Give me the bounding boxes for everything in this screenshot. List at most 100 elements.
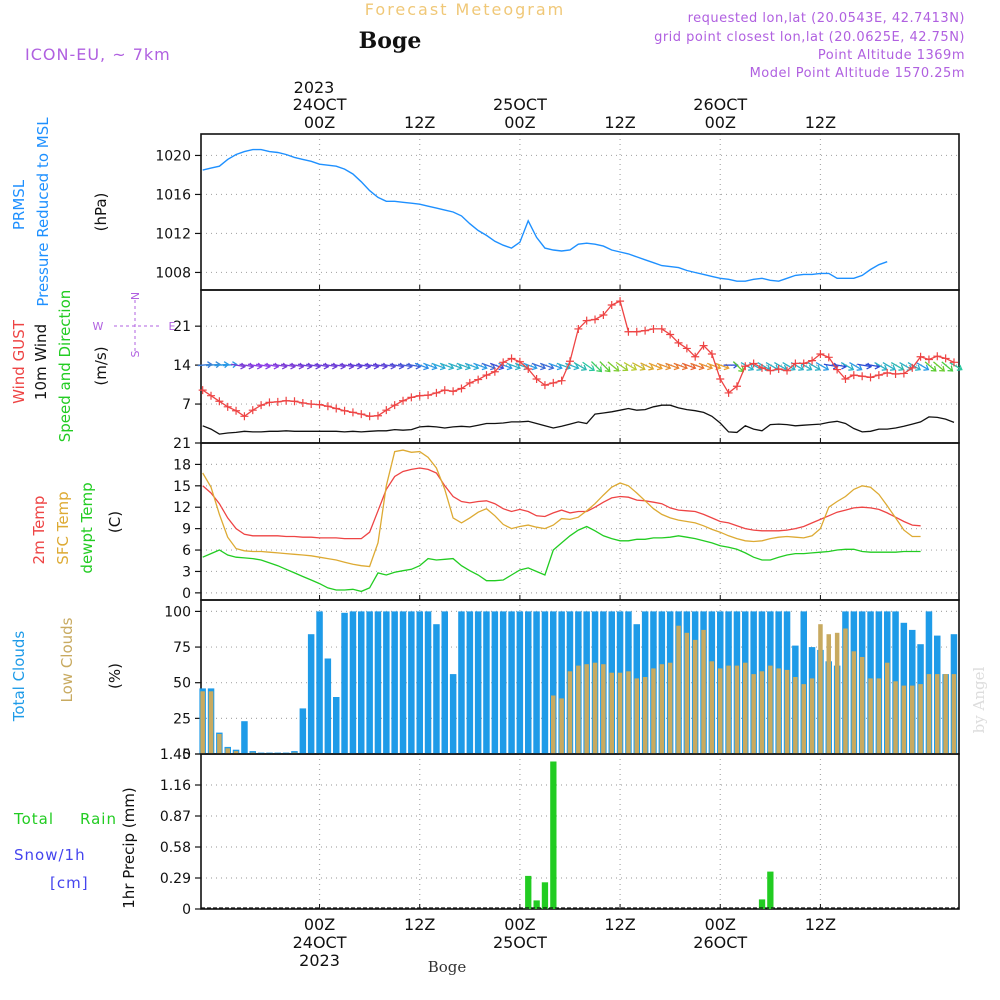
gust-marker [432,388,441,397]
gust-marker [816,349,825,358]
top-time-label: 12Z [604,113,635,132]
wind-arrow-shaft [456,362,471,369]
wind-arrow-head [596,366,603,373]
requested-coords: requested lon,lat (20.0543E, 42.7413N) [688,11,965,26]
low-cloud-bar [217,734,222,754]
y-tick-label: 12 [173,500,191,516]
wind-arrow-shaft [347,363,362,368]
wind-arrow-shaft [698,362,713,369]
low-cloud-bar [200,691,205,754]
wind-arrow-shaft [648,362,663,370]
wind-arrow [840,362,855,371]
gust-marker [707,349,716,358]
low-cloud-bar [918,684,923,754]
gust-marker [340,406,349,415]
gust-marker [382,406,391,415]
gust-marker [507,354,516,363]
total-cloud-bar [424,611,432,754]
low-cloud-bar [751,674,756,754]
total-cloud-bar [525,611,532,754]
wind-arrow-head [540,363,547,371]
wind-arrow-shaft [256,363,271,368]
low-cloud-bar [734,665,740,754]
gust-marker [365,412,374,421]
total-cloud-bar [316,611,323,754]
y-tick-label: 0.87 [160,809,191,825]
wind-arrow [573,362,588,371]
wind-arrow-shaft [214,363,229,367]
clouds-unit: (%) [106,663,124,689]
gust-marker [874,371,883,380]
wind-arrow [915,362,930,371]
wind-arrow [464,362,480,371]
gust-marker [273,397,282,406]
wind-arrow-shaft [548,362,562,369]
wind-arrow-head [956,364,963,371]
total-cloud-bar [449,674,457,754]
wind-arrow-shaft [615,361,628,371]
wind-arrow-shaft [690,362,704,369]
dewpt-line [202,525,921,593]
low-cloud-bar [759,671,765,754]
total-label: Total [13,810,54,828]
wind-arrow-shaft [448,362,462,369]
wind-arrow-head [456,363,463,371]
wind-arrow [681,362,697,371]
location-title: Boge [359,28,422,54]
wind-arrow-shaft [933,361,945,372]
gust-marker [407,393,416,402]
wind-arrow [648,362,663,371]
wind-arrow-head [656,363,663,371]
wind-arrow-shaft [473,362,487,369]
total-cloud-bar [491,611,499,754]
wind-arrow [414,362,430,371]
y-tick-label: 50 [173,676,191,692]
wind-arrow-head [930,365,937,372]
wind-arrow-shaft [849,362,862,371]
wind-arrow-head [581,364,588,371]
y-tick-label: 21 [173,436,191,452]
wind-arrow-shaft [406,363,421,368]
gust-marker [282,396,291,405]
low-cloud-bar [776,668,781,754]
wind-arrow-shaft [506,362,521,369]
gust-marker [724,388,733,397]
gust-marker [482,371,491,380]
gust-marker [457,384,466,393]
wind-arrow [849,362,863,371]
wind-arrow-shaft [423,362,437,369]
top-time-label: 26OCT [693,95,747,114]
point-altitude: Point Altitude 1369m [818,48,965,63]
gust-marker [532,375,541,384]
gust-marker [240,412,249,421]
wind-arrow-shaft [314,363,329,368]
wind-arrow-head [748,364,755,371]
wind-arrow-head [506,363,513,371]
gust-marker [866,373,875,382]
wind-arrow-shaft [272,363,287,368]
y-tick-label: 1016 [155,187,191,203]
total-cloud-bar [366,611,373,754]
clouds-ylabel: Total Clouds Low Clouds (%) [10,617,124,722]
gust-marker [298,398,307,407]
wind-arrow-head [690,363,697,371]
low-cloud-bar [592,662,598,754]
gust-marker [399,396,408,405]
wind-speed-dir-label: Speed and Direction [56,290,74,443]
total-clouds-label: Total Clouds [10,631,28,723]
wind-arrow [582,361,595,372]
total-cloud-bar [533,611,540,754]
gust-marker [616,297,625,306]
low-cloud-bar [935,674,940,754]
gust-marker [883,368,892,377]
wind-arrow-head [814,364,821,371]
gust-marker [682,344,691,353]
wind-arrow-shaft [774,362,787,371]
pressure-panel: 1008 1012 1016 1020 [155,133,960,291]
gust-marker [674,338,683,347]
model-point-altitude: Model Point Altitude 1570.25m [750,66,965,81]
y-tick-label: 21 [173,319,191,335]
rain-bar [525,875,532,909]
low-cloud-bar [901,685,907,754]
total-cloud-bar [516,611,524,754]
